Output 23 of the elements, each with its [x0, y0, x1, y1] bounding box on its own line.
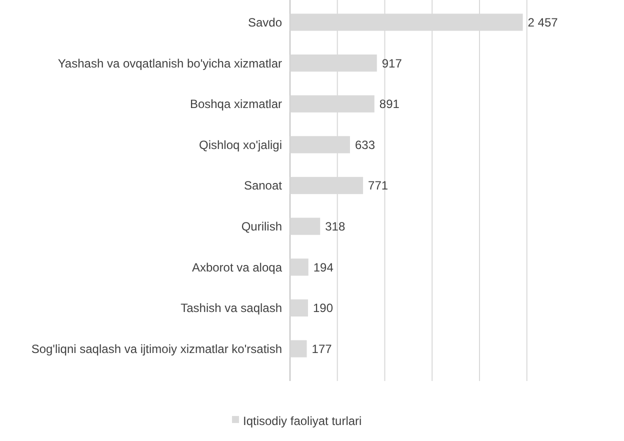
- bar: [290, 218, 320, 235]
- data-label: 891: [379, 97, 400, 112]
- data-label: 917: [382, 56, 402, 70]
- data-label: 2 457: [528, 15, 558, 30]
- data-label: 633: [354, 138, 376, 152]
- bar: [290, 340, 307, 358]
- y-tick-label: Qurilish: [241, 220, 282, 234]
- bar: [290, 258, 308, 276]
- y-tick-label: Sog'liqni saqlash va ijtimoiy xizmatlar ko'rsatish: [31, 342, 282, 356]
- y-tick-label: Savdo: [248, 15, 282, 30]
- y-tick-label: Qishloq xo'jaligi: [199, 138, 282, 152]
- data-label: 177: [312, 342, 332, 356]
- data-label: 194: [313, 260, 334, 274]
- y-tick-label: Yashash va ovqatlanish bo'yicha xizmatlar: [58, 56, 282, 70]
- y-tick-label: Sanoat: [244, 178, 283, 193]
- y-tick-label: Boshqa xizmatlar: [190, 97, 282, 112]
- bar: [290, 299, 308, 317]
- data-label: 318: [325, 220, 346, 234]
- data-label: 771: [368, 178, 388, 193]
- legend-label: Iqtisodiy faoliyat turlari: [243, 414, 362, 428]
- data-label: 190: [313, 301, 334, 316]
- y-tick-label: Tashish va saqlash: [180, 301, 282, 316]
- y-tick-label: Axborot va aloqa: [192, 260, 282, 274]
